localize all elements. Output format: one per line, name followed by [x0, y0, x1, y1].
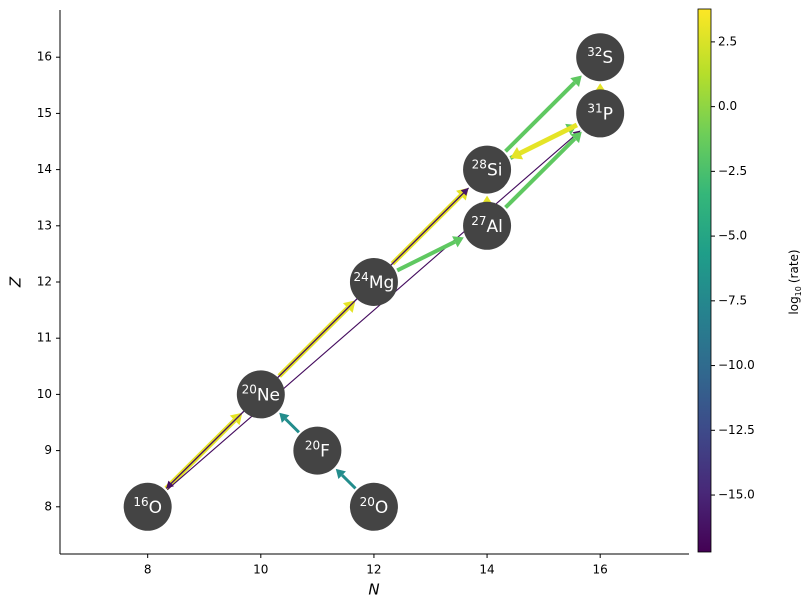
element: Ne [257, 385, 280, 405]
element: O [149, 498, 162, 518]
y-tick-label: 16 [37, 50, 52, 64]
nucleus-label: 31P [587, 101, 613, 125]
colorbar-tick-label: 2.5 [718, 34, 737, 48]
colorbar-label-part: log [787, 296, 801, 314]
arrowhead [570, 75, 582, 87]
element: Si [487, 161, 503, 181]
edge [284, 417, 300, 434]
mass-number: 20 [242, 382, 257, 396]
nucleus-label: 20O [360, 494, 389, 518]
nucleus-label: 20Ne [242, 382, 280, 406]
nucleus [349, 482, 398, 531]
nucleus [463, 201, 512, 250]
arrowhead [460, 187, 469, 196]
mass-number: 20 [360, 494, 375, 508]
edge [165, 192, 464, 489]
mass-number: 31 [587, 101, 602, 115]
element: Mg [369, 273, 394, 293]
y-tick-label: 13 [37, 218, 52, 232]
y-tick-label: 15 [37, 106, 52, 120]
mass-number: 24 [354, 270, 369, 284]
nucleus-label: 16O [133, 494, 162, 518]
colorbar [697, 8, 712, 553]
element: Al [487, 217, 503, 237]
colorbar-tick-label: −7.5 [718, 293, 747, 307]
edge [396, 240, 456, 273]
nucleus [576, 89, 625, 138]
colorbar-label: log10 (rate) [787, 249, 803, 314]
arrowhead [570, 131, 582, 144]
arrowhead [335, 468, 346, 480]
colorbar-tick-label: −12.5 [718, 423, 755, 437]
y-tick-label: 12 [37, 275, 52, 289]
y-tick-label: 14 [37, 162, 52, 176]
x-tick-label: 14 [479, 563, 494, 577]
mass-number: 27 [471, 213, 486, 227]
arrowhead [452, 236, 464, 248]
edge [518, 122, 578, 156]
mass-number: 32 [587, 45, 602, 59]
mass-number: 16 [133, 494, 148, 508]
y-tick-label: 10 [37, 387, 52, 401]
edge [166, 134, 576, 491]
colorbar-label-sub: 10 [794, 286, 803, 296]
x-tick-label: 10 [253, 563, 268, 577]
element: S [602, 48, 613, 68]
nucleus [349, 258, 398, 306]
mass-number: 28 [472, 157, 487, 171]
nucleus-label: 24Mg [354, 270, 395, 294]
edge [341, 474, 357, 490]
arrowhead [279, 412, 290, 423]
colorbar-tick-label: −15.0 [718, 488, 755, 502]
x-tick-label: 8 [144, 563, 152, 577]
colorbar-tick-label: 0.0 [718, 99, 737, 113]
edges [164, 75, 608, 491]
nucleus [463, 145, 512, 194]
arrowhead [510, 147, 524, 160]
colorbar-tick-label: −2.5 [718, 164, 747, 178]
colorbar-tick-label: −10.0 [718, 358, 755, 372]
element: O [375, 498, 388, 518]
y-tick-label: 11 [37, 331, 52, 345]
nucleus-label: 32S [587, 45, 613, 69]
edge [504, 137, 577, 209]
nucleus [236, 370, 285, 419]
element: P [603, 104, 613, 124]
nucleus [293, 426, 342, 475]
colorbar-tick-label: −5.0 [718, 229, 747, 243]
nucleus-label: 20F [305, 438, 330, 462]
nucleus [123, 482, 172, 531]
colorbar-label-part: (rate) [787, 249, 801, 283]
x-tick-label: 12 [366, 563, 381, 577]
element: F [320, 442, 330, 462]
x-axis-label: N [368, 581, 379, 599]
mass-number: 20 [305, 438, 320, 452]
x-tick-label: 16 [593, 563, 608, 577]
y-tick-label: 8 [44, 499, 52, 513]
y-tick-label: 9 [44, 443, 52, 457]
edge [504, 81, 577, 153]
nucleus [576, 33, 625, 82]
nucleus-label: 27Al [471, 213, 503, 237]
y-axis-label: Z [7, 276, 25, 288]
nucleus-label: 28Si [472, 157, 503, 181]
